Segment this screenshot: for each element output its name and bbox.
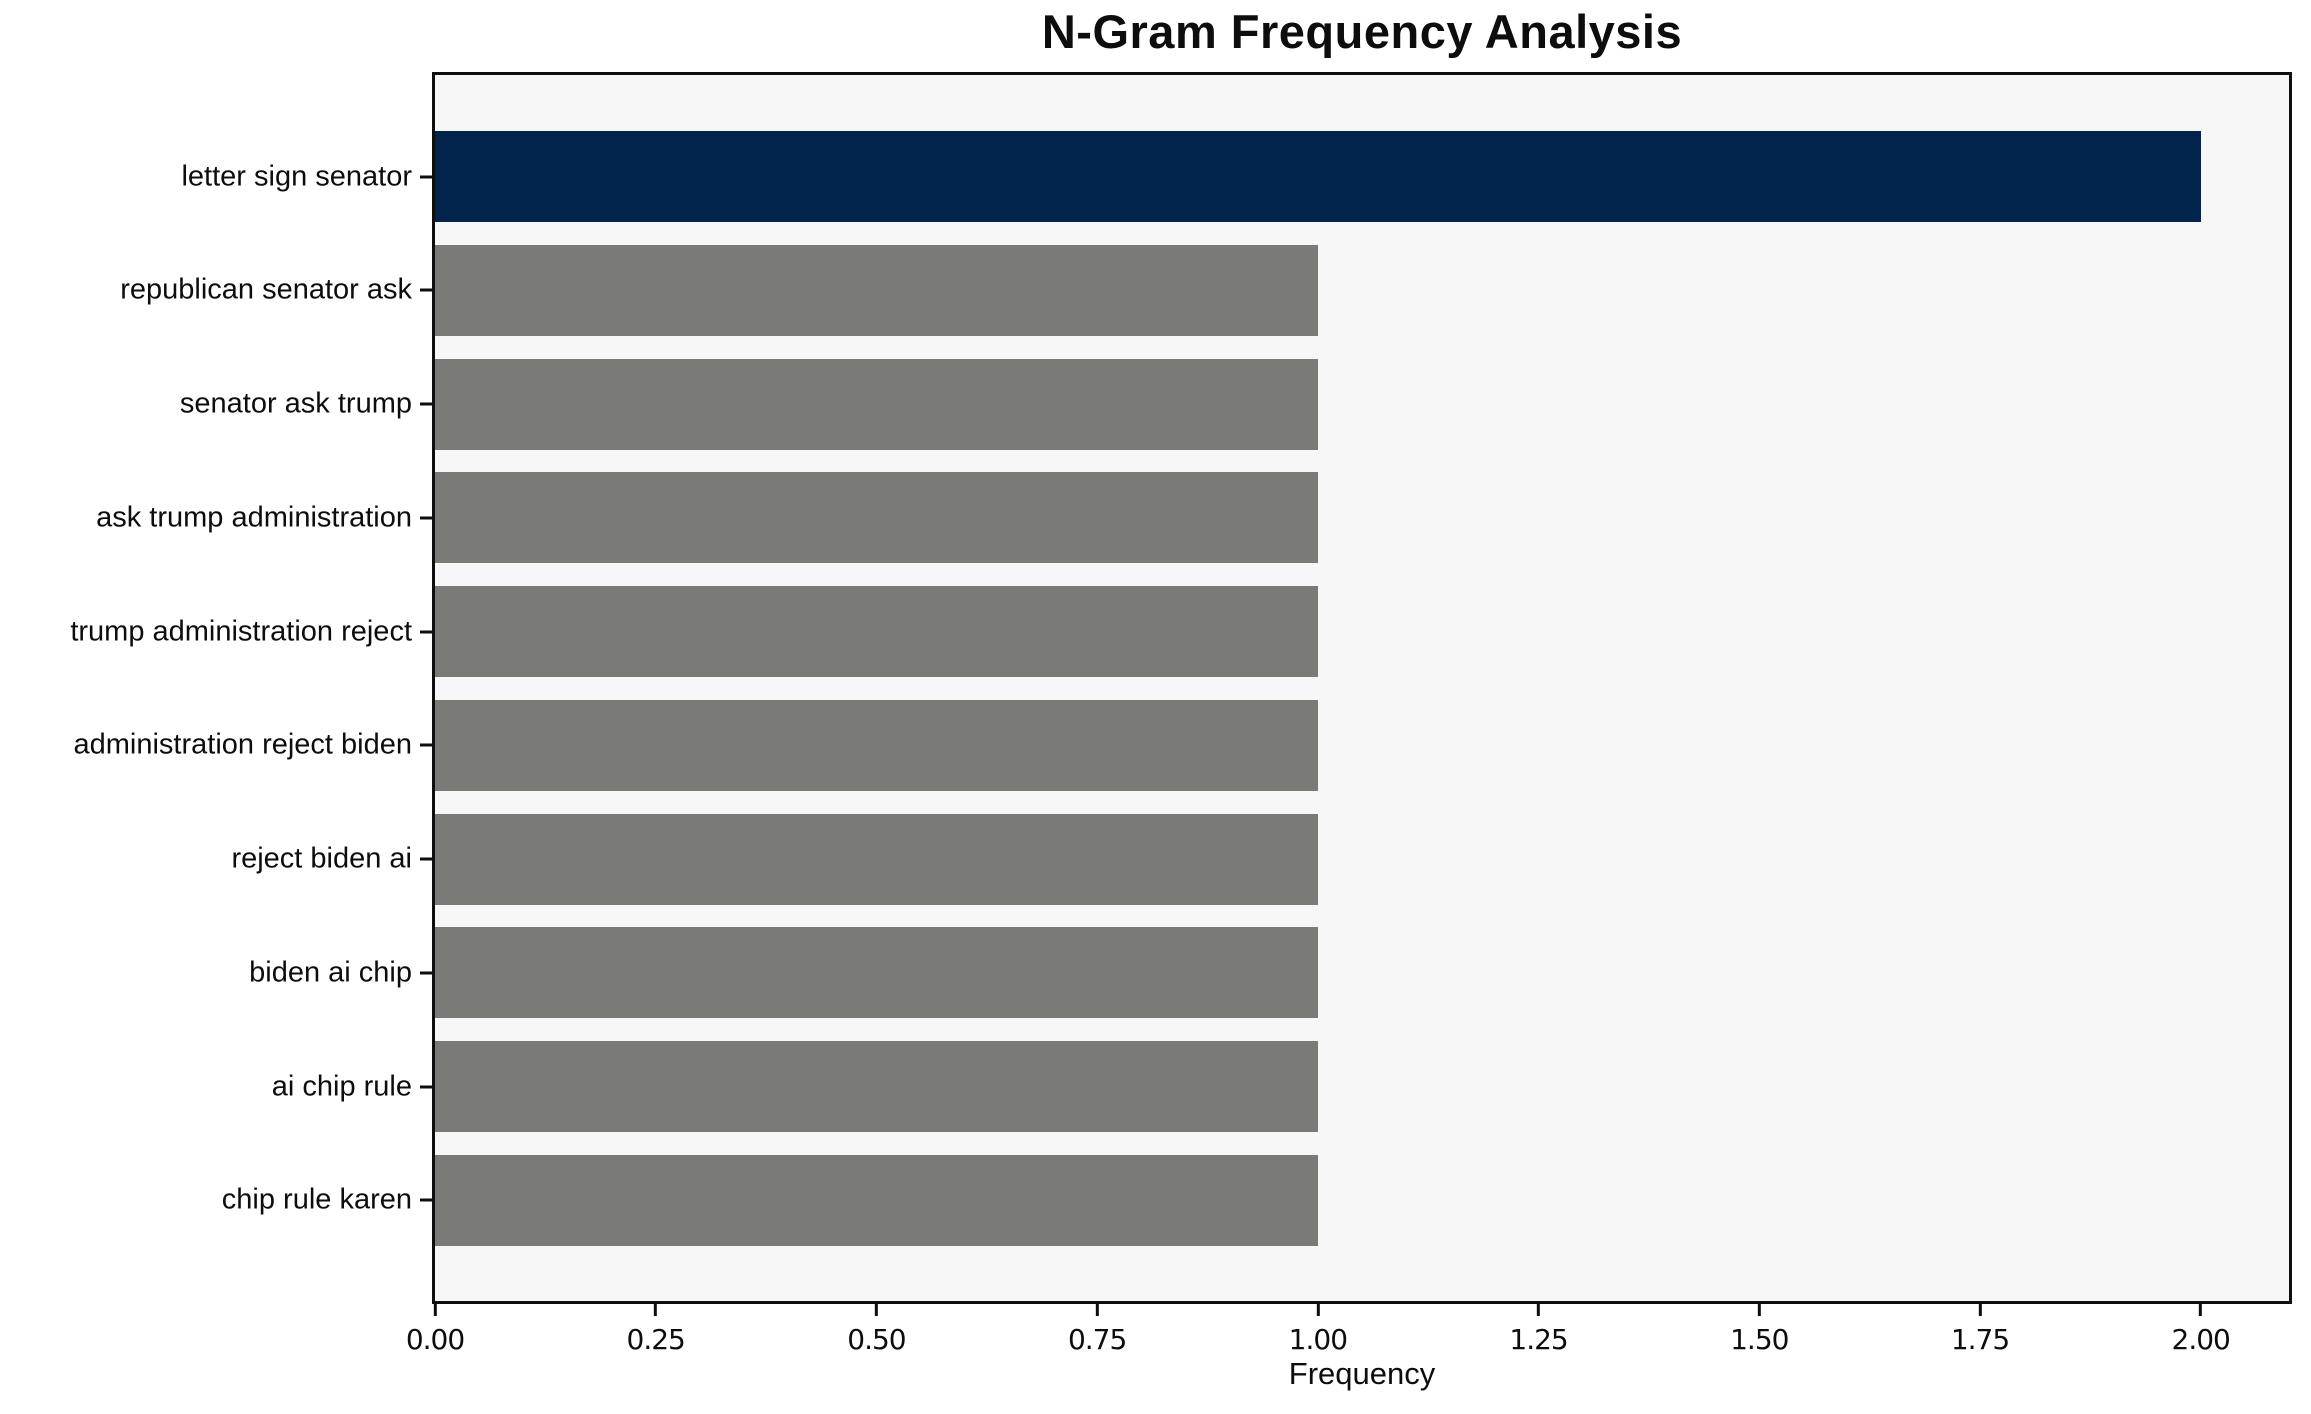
y-tick-label: trump administration reject: [70, 615, 412, 648]
x-tick: 2.00: [2171, 1304, 2231, 1356]
x-tick-label: 1.75: [1950, 1323, 2010, 1356]
bar-row: administration reject biden: [73, 699, 2289, 791]
y-tick-label: ask trump administration: [96, 501, 412, 534]
y-tick-label: chip rule karen: [221, 1183, 412, 1216]
y-tick-label: republican senator ask: [120, 273, 412, 306]
bar-row: letter sign senator: [181, 131, 2289, 222]
y-tick-mark: [420, 971, 432, 975]
bar: [435, 813, 1318, 905]
x-tick-mark: [1537, 1304, 1541, 1316]
x-tick: 1.00: [1288, 1304, 1348, 1356]
x-tick-label: 1.25: [1509, 1323, 1568, 1356]
y-tick-label: letter sign senator: [181, 160, 412, 192]
bar: [435, 586, 1318, 678]
x-tick-label: 0.75: [1067, 1323, 1127, 1356]
bar: [435, 699, 1318, 791]
bar: [435, 472, 1318, 564]
bar: [435, 131, 2201, 222]
bar-row: senator ask trump: [180, 358, 2289, 450]
x-tick-label: 1.00: [1288, 1323, 1348, 1356]
x-tick-mark: [654, 1304, 658, 1316]
bar: [435, 927, 1318, 1019]
bar-row: biden ai chip: [249, 927, 2289, 1019]
x-tick-label: 0.25: [626, 1323, 686, 1356]
bars-container: letter sign senator republican senator a…: [70, 75, 2289, 1301]
y-tick-mark: [420, 743, 432, 747]
x-tick-label: 1.50: [1730, 1323, 1789, 1356]
x-tick-mark: [1316, 1304, 1320, 1316]
plot-area: letter sign senator republican senator a…: [70, 72, 2292, 1356]
x-tick-mark: [433, 1304, 437, 1316]
y-tick-mark: [420, 1198, 432, 1202]
y-tick-mark: [420, 288, 432, 292]
bar-row: trump administration reject: [70, 586, 2289, 678]
x-tick-mark: [1095, 1304, 1099, 1316]
bar-row: republican senator ask: [120, 244, 2289, 336]
x-tick-mark: [1978, 1304, 1982, 1316]
bar: [435, 1041, 1318, 1133]
y-tick-mark: [420, 516, 432, 520]
x-tick: 0.75: [1067, 1304, 1127, 1356]
x-tick: 0.50: [847, 1304, 907, 1356]
x-tick: 1.25: [1509, 1304, 1569, 1356]
x-tick: 1.75: [1950, 1304, 2010, 1356]
x-tick-mark: [874, 1304, 878, 1316]
y-tick-label: reject biden ai: [231, 842, 412, 875]
y-tick-mark: [420, 402, 432, 406]
y-tick-label: senator ask trump: [179, 387, 412, 420]
chart-title: N-Gram Frequency Analysis: [1041, 5, 1683, 58]
y-tick-mark: [420, 857, 432, 861]
x-tick-mark: [2199, 1304, 2203, 1316]
x-tick-label: 2.00: [2171, 1323, 2231, 1356]
y-tick-mark: [420, 1085, 432, 1089]
bar-row: chip rule karen: [222, 1154, 2289, 1246]
y-tick-label: biden ai chip: [249, 956, 412, 989]
bar-row: reject biden ai: [231, 813, 2289, 905]
x-tick-label: 0.50: [847, 1323, 906, 1356]
bar-row: ask trump administration: [96, 472, 2289, 564]
bar: [435, 1154, 1318, 1246]
bar: [435, 358, 1318, 450]
bar-row: ai chip rule: [272, 1041, 2289, 1133]
x-tick: 0.25: [626, 1304, 686, 1356]
bar: [435, 244, 1318, 336]
y-tick-mark: [420, 175, 432, 178]
y-tick-label: ai chip rule: [271, 1070, 412, 1103]
x-tick-mark: [1757, 1304, 1761, 1316]
x-tick: 1.50: [1730, 1304, 1789, 1356]
x-tick-label: 0.00: [405, 1323, 465, 1356]
y-tick-mark: [420, 630, 432, 634]
x-axis-label: Frequency: [1288, 1356, 1436, 1391]
y-tick-label: administration reject biden: [73, 728, 412, 761]
x-tick: 0.00: [405, 1304, 465, 1356]
